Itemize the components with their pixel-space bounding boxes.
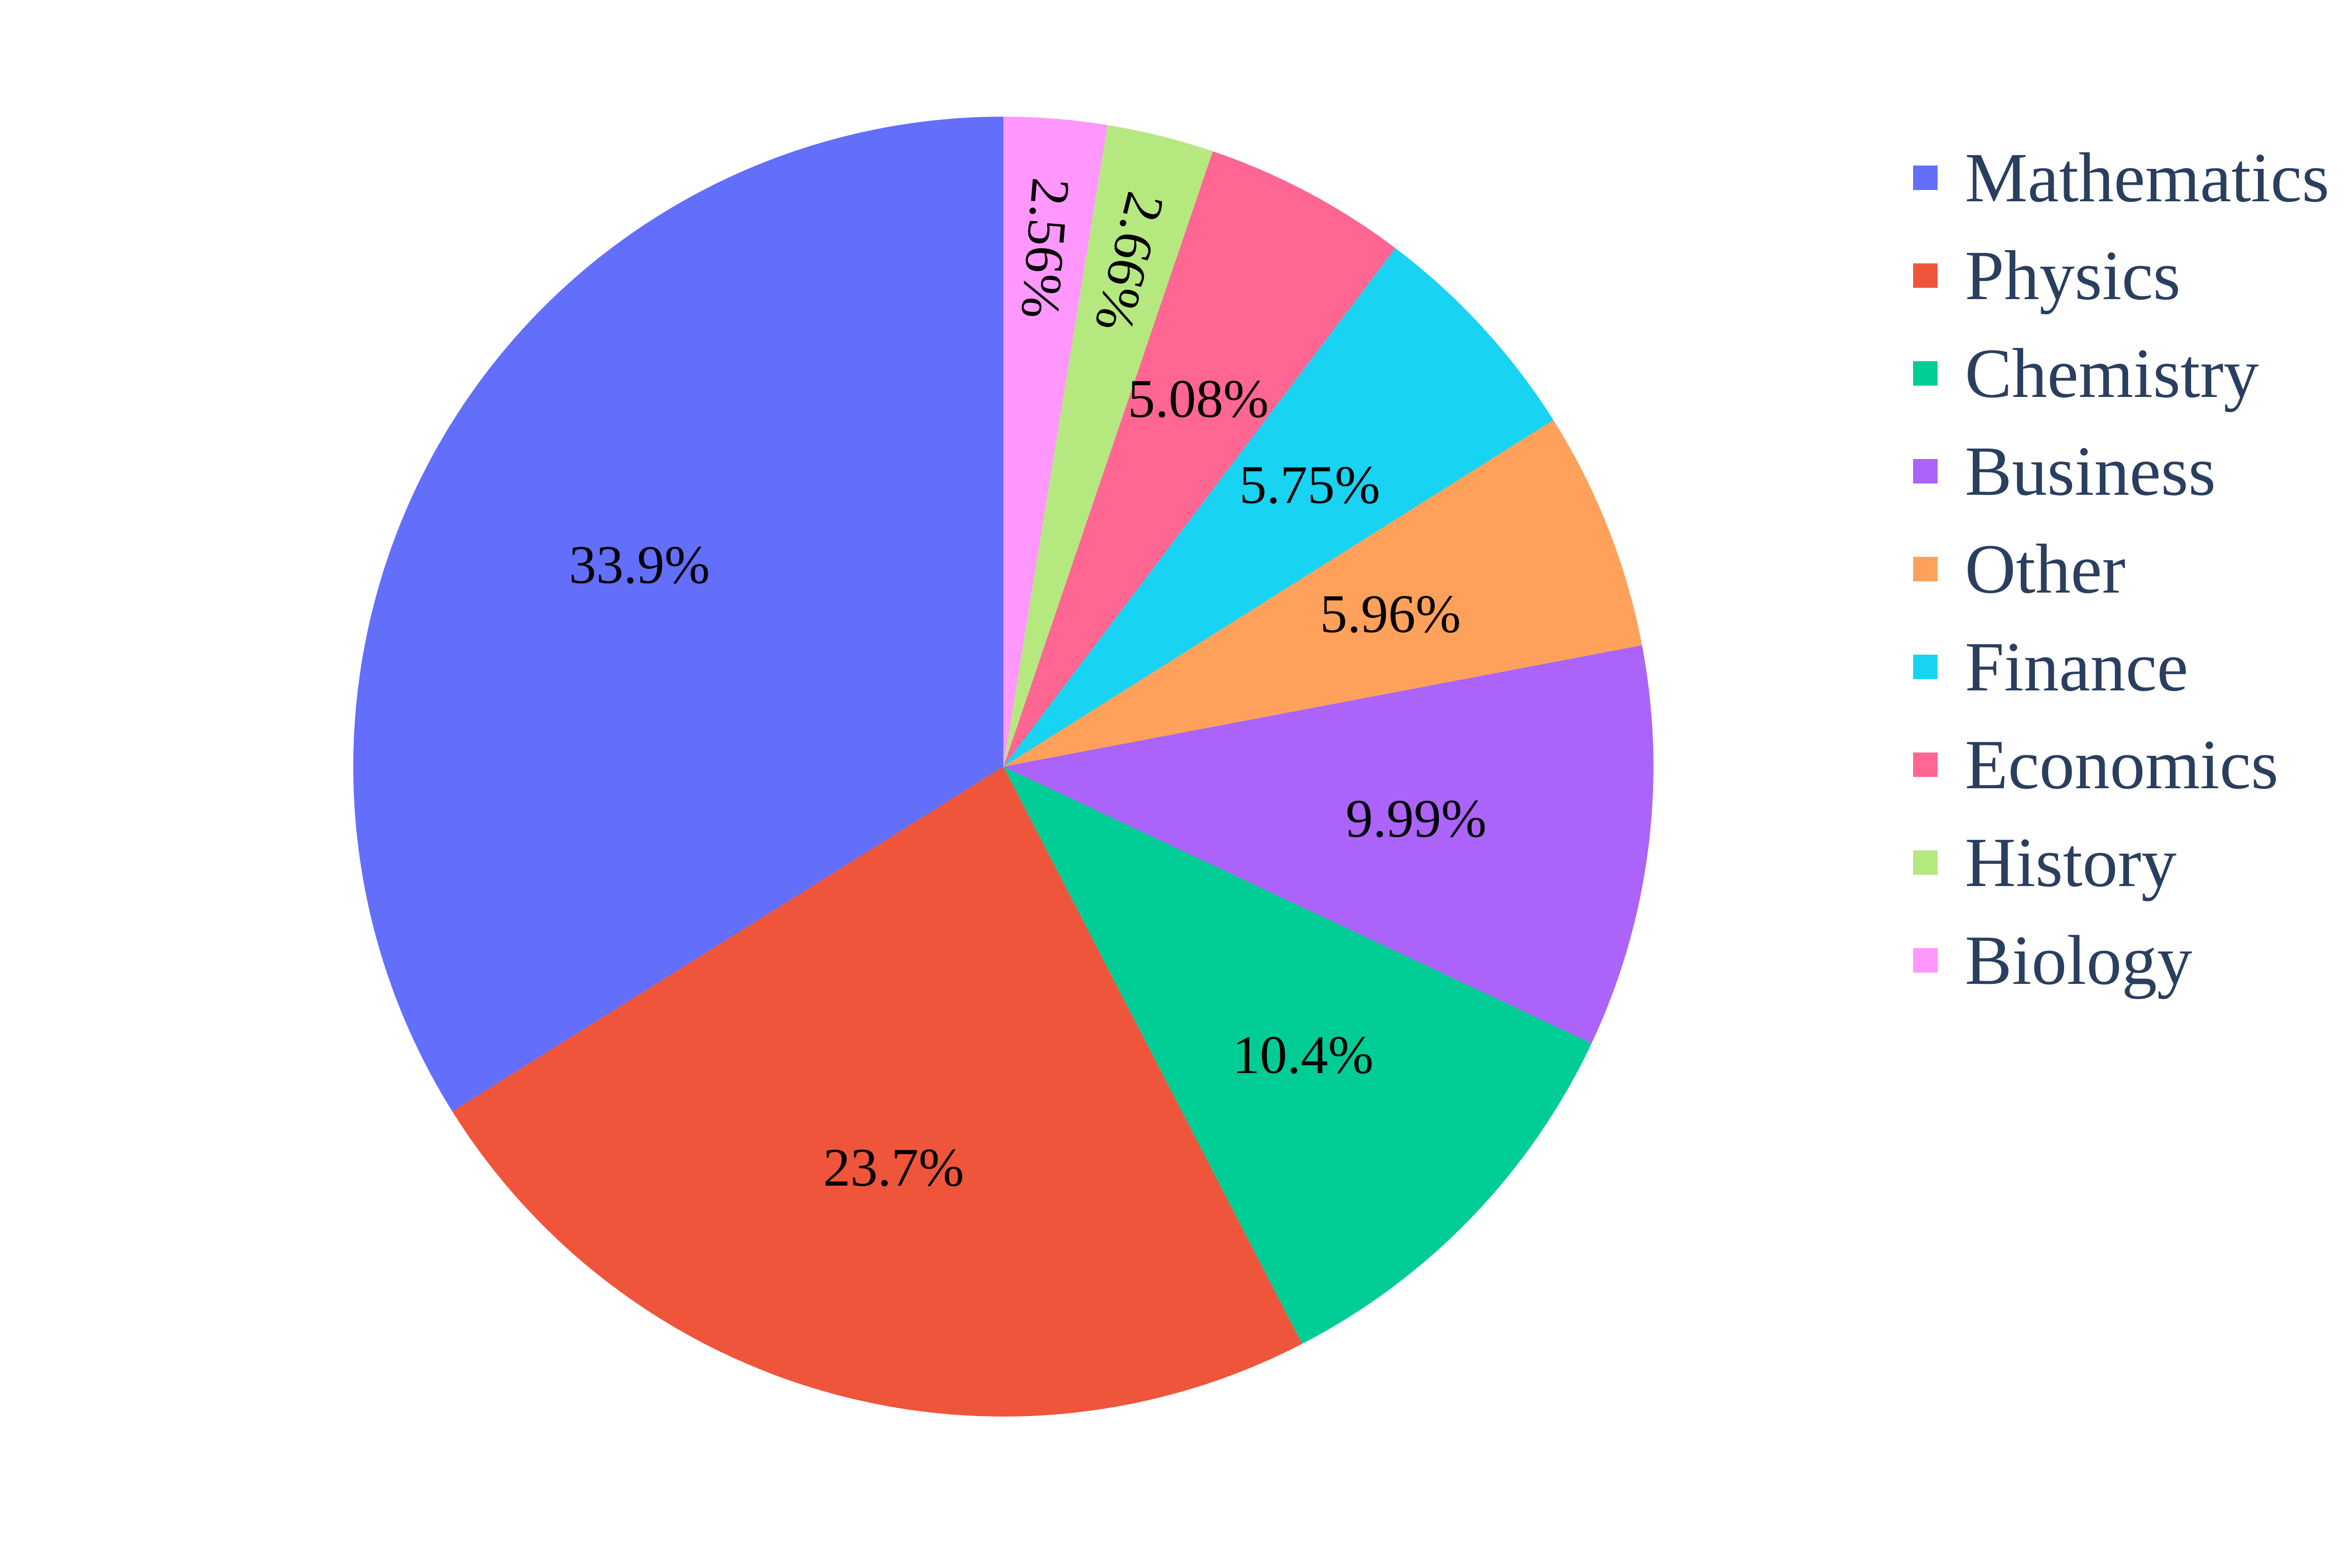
pie-slice-label-biology: 2.56% (1009, 175, 1081, 321)
legend-swatch-physics (1913, 263, 1938, 288)
pie-slice-biology[interactable] (1003, 117, 1108, 767)
legend-item-physics[interactable]: Physics (1913, 237, 2180, 315)
legend-item-economics[interactable]: Economics (1913, 726, 2279, 804)
legend-label-business: Business (1965, 432, 2216, 510)
pie-slice-label-business: 9.99% (1346, 789, 1487, 849)
legend-swatch-finance (1913, 655, 1938, 679)
legend-swatch-chemistry (1913, 361, 1938, 386)
legend-item-other[interactable]: Other (1913, 530, 2126, 608)
legend-label-biology: Biology (1965, 921, 2192, 999)
pie-slice-labels: 33.9%23.7%10.4%9.99%5.96%5.75%5.08%2.66%… (569, 175, 1486, 1198)
legend-label-chemistry: Chemistry (1965, 334, 2259, 412)
pie-slice-chemistry[interactable] (1003, 767, 1592, 1344)
legend-item-biology[interactable]: Biology (1913, 921, 2192, 999)
legend-item-chemistry[interactable]: Chemistry (1913, 334, 2259, 412)
pie-slice-other[interactable] (1003, 420, 1642, 767)
pie-slice-physics[interactable] (452, 767, 1303, 1417)
pie-slice-history[interactable] (1003, 125, 1213, 767)
legend-label-economics: Economics (1965, 726, 2279, 804)
pie-slice-business[interactable] (1003, 645, 1653, 1044)
legend-item-history[interactable]: History (1913, 824, 2177, 902)
pie-slice-label-mathematics: 33.9% (569, 535, 710, 595)
pie-slice-label-other: 5.96% (1320, 584, 1461, 644)
pie-slice-economics[interactable] (1003, 151, 1396, 767)
legend-label-finance: Finance (1965, 628, 2188, 706)
legend-label-other: Other (1965, 530, 2126, 608)
legend-swatch-economics (1913, 752, 1938, 777)
pie-slice-label-chemistry: 10.4% (1232, 1025, 1374, 1085)
legend-swatch-mathematics (1913, 166, 1938, 190)
pie-slice-label-physics: 23.7% (823, 1138, 964, 1198)
pie-slice-finance[interactable] (1003, 248, 1554, 767)
legend-label-mathematics: Mathematics (1965, 139, 2329, 217)
legend-label-history: History (1965, 824, 2177, 902)
legend-label-physics: Physics (1965, 237, 2180, 315)
pie-slices (353, 117, 1653, 1417)
pie-slice-label-economics: 5.08% (1128, 369, 1269, 429)
legend-item-business[interactable]: Business (1913, 432, 2216, 510)
pie-slice-mathematics[interactable] (353, 117, 1003, 1112)
legend-item-finance[interactable]: Finance (1913, 628, 2188, 706)
legend-item-mathematics[interactable]: Mathematics (1913, 139, 2329, 217)
legend: Mathematics Physics Chemistry Business Other… (1913, 139, 2329, 999)
pie-slice-label-finance: 5.75% (1240, 455, 1381, 515)
legend-swatch-history (1913, 850, 1938, 875)
legend-swatch-business (1913, 459, 1938, 483)
legend-swatch-other (1913, 557, 1938, 581)
legend-swatch-biology (1913, 948, 1938, 973)
